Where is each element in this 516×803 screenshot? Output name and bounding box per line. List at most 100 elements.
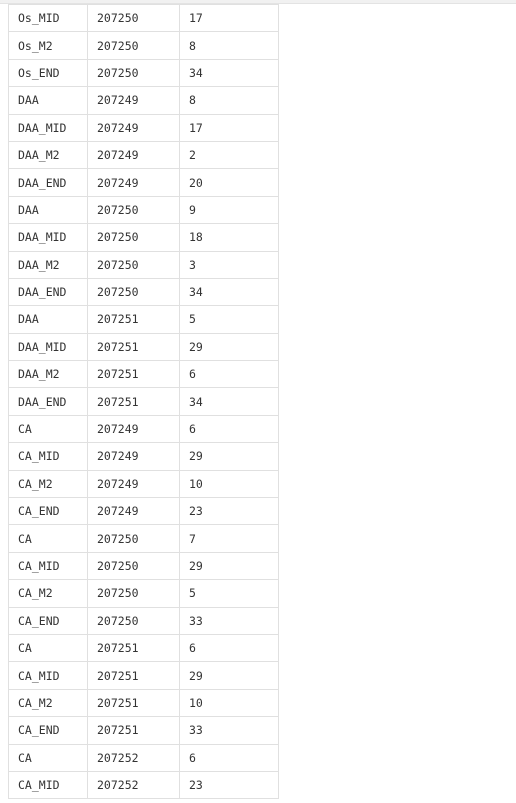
row-count-cell: 6	[179, 743, 279, 772]
row-id-cell: 207252	[87, 770, 180, 800]
row-id-cell: 207249	[87, 168, 180, 197]
row-id-cell: 207250	[87, 524, 180, 553]
row-name-cell: DAA_MID	[8, 332, 88, 362]
row-count-cell: 10	[179, 688, 279, 718]
row-count-cell: 9	[179, 195, 279, 225]
row-name-cell: DAA	[8, 305, 88, 334]
row-count-cell: 33	[179, 716, 279, 745]
row-count-cell: 6	[179, 360, 279, 389]
row-name-cell: CA_M2	[8, 579, 88, 608]
row-id-cell: 207249	[87, 497, 180, 526]
table-row: CA_MID 207250 29	[8, 551, 279, 581]
table-row: CA_END 207249 23	[8, 497, 279, 526]
table-row: CA_M2 207250 5	[8, 579, 279, 608]
table-row: DAA_END 207251 34	[8, 387, 279, 416]
results-table-body: Os_MID 207250 17 Os_M2 207250 8 Os_END 207250 34…	[8, 3, 279, 800]
row-id-cell: 207250	[87, 58, 180, 88]
top-scrollbar-strip	[0, 0, 516, 4]
row-name-cell: CA	[8, 633, 88, 663]
row-count-cell: 18	[179, 223, 279, 252]
row-count-cell: 7	[179, 524, 279, 553]
row-name-cell: DAA_M2	[8, 250, 88, 279]
row-name-cell: CA_END	[8, 606, 88, 635]
table-row: DAA_END 207250 34	[8, 277, 279, 307]
table-row: DAA 207250 9	[8, 195, 279, 225]
row-name-cell: CA	[8, 524, 88, 553]
row-name-cell: CA_MID	[8, 551, 88, 581]
table-row: DAA_END 207249 20	[8, 168, 279, 197]
results-table: Os_MID 207250 17 Os_M2 207250 8 Os_END 207250 34…	[8, 3, 279, 800]
row-name-cell: DAA_END	[8, 387, 88, 416]
table-row: DAA_MID 207250 18	[8, 223, 279, 252]
row-id-cell: 207251	[87, 661, 180, 690]
table-row: CA_M2 207251 10	[8, 688, 279, 718]
table-row: CA 207251 6	[8, 633, 279, 663]
row-id-cell: 207250	[87, 250, 180, 279]
row-count-cell: 29	[179, 551, 279, 581]
table-row: CA 207249 6	[8, 414, 279, 444]
row-name-cell: DAA	[8, 195, 88, 225]
row-id-cell: 207249	[87, 140, 180, 170]
row-count-cell: 34	[179, 58, 279, 88]
row-id-cell: 207250	[87, 223, 180, 252]
row-name-cell: Os_M2	[8, 31, 88, 60]
row-name-cell: Os_END	[8, 58, 88, 88]
row-count-cell: 2	[179, 140, 279, 170]
table-row: CA 207252 6	[8, 743, 279, 772]
table-row: CA_MID 207251 29	[8, 661, 279, 690]
row-id-cell: 207251	[87, 332, 180, 362]
row-count-cell: 29	[179, 661, 279, 690]
row-count-cell: 8	[179, 86, 279, 115]
row-id-cell: 207249	[87, 113, 180, 142]
table-row: DAA_M2 207251 6	[8, 360, 279, 389]
row-name-cell: DAA	[8, 86, 88, 115]
row-count-cell: 3	[179, 250, 279, 279]
row-count-cell: 17	[179, 113, 279, 142]
row-id-cell: 207251	[87, 633, 180, 663]
table-row: DAA 207251 5	[8, 305, 279, 334]
row-id-cell: 207249	[87, 442, 180, 471]
row-id-cell: 207251	[87, 716, 180, 745]
table-row: CA_END 207250 33	[8, 606, 279, 635]
row-id-cell: 207251	[87, 305, 180, 334]
row-id-cell: 207250	[87, 31, 180, 60]
table-row: Os_M2 207250 8	[8, 31, 279, 60]
row-id-cell: 207250	[87, 277, 180, 307]
row-count-cell: 5	[179, 305, 279, 334]
row-count-cell: 23	[179, 497, 279, 526]
row-name-cell: CA_MID	[8, 661, 88, 690]
row-name-cell: CA_END	[8, 716, 88, 745]
row-name-cell: DAA_M2	[8, 140, 88, 170]
row-name-cell: DAA_MID	[8, 223, 88, 252]
row-id-cell: 207252	[87, 743, 180, 772]
row-count-cell: 23	[179, 770, 279, 800]
table-row: CA_M2 207249 10	[8, 469, 279, 499]
row-id-cell: 207251	[87, 688, 180, 718]
row-name-cell: DAA_MID	[8, 113, 88, 142]
row-name-cell: CA_M2	[8, 469, 88, 499]
row-name-cell: CA_M2	[8, 688, 88, 718]
row-id-cell: 207249	[87, 414, 180, 444]
row-id-cell: 207250	[87, 579, 180, 608]
table-row: Os_MID 207250 17	[8, 3, 279, 33]
row-name-cell: DAA_M2	[8, 360, 88, 389]
row-count-cell: 10	[179, 469, 279, 499]
row-id-cell: 207251	[87, 360, 180, 389]
table-row: DAA_M2 207249 2	[8, 140, 279, 170]
row-id-cell: 207249	[87, 469, 180, 499]
row-count-cell: 33	[179, 606, 279, 635]
row-id-cell: 207250	[87, 3, 180, 33]
table-row: DAA_MID 207251 29	[8, 332, 279, 362]
table-row: DAA_MID 207249 17	[8, 113, 279, 142]
row-id-cell: 207250	[87, 551, 180, 581]
table-row: Os_END 207250 34	[8, 58, 279, 88]
row-count-cell: 6	[179, 633, 279, 663]
row-name-cell: CA	[8, 414, 88, 444]
table-row: CA_END 207251 33	[8, 716, 279, 745]
row-count-cell: 8	[179, 31, 279, 60]
row-count-cell: 17	[179, 3, 279, 33]
table-row: DAA_M2 207250 3	[8, 250, 279, 279]
row-id-cell: 207251	[87, 387, 180, 416]
row-id-cell: 207249	[87, 86, 180, 115]
row-count-cell: 6	[179, 414, 279, 444]
